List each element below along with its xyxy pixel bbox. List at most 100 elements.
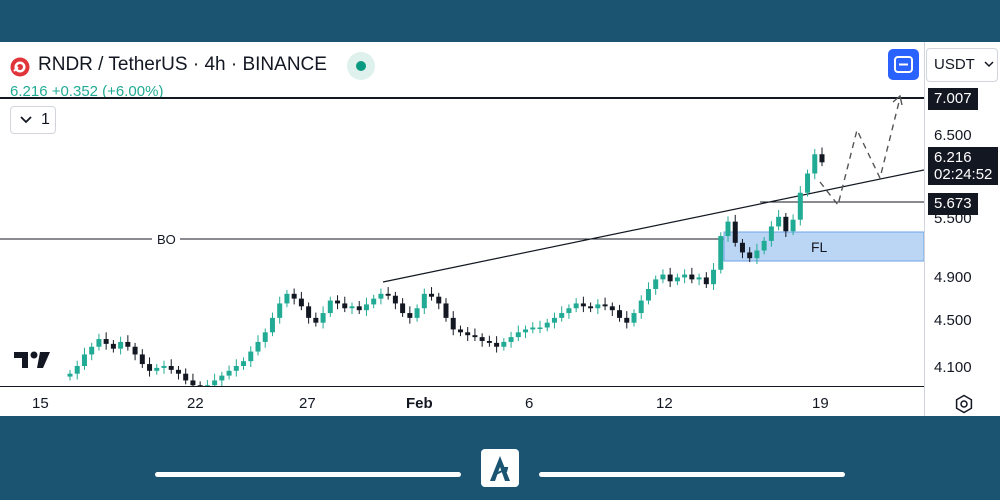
candle-body — [226, 370, 232, 376]
price-label-5: 4.100 — [934, 359, 972, 376]
trendline — [382, 169, 924, 283]
candle-body — [747, 252, 753, 259]
candle-body — [508, 337, 514, 342]
candle-body — [67, 373, 73, 377]
bo-label-bg — [152, 230, 180, 248]
price-label-3: 4.900 — [934, 269, 972, 286]
candle-body — [291, 293, 297, 299]
target-price-tag: 7.007 — [928, 88, 978, 110]
candle-body — [233, 366, 239, 371]
candle-body — [421, 293, 427, 309]
candle-body — [689, 274, 695, 280]
candle-body — [429, 293, 435, 297]
candle-body — [617, 310, 623, 318]
candle-body — [371, 298, 377, 305]
time-label-2: 22 — [187, 395, 204, 412]
candle-body — [320, 313, 326, 323]
candle-body — [703, 277, 709, 285]
candle-body — [139, 354, 145, 365]
candle-body — [739, 242, 745, 253]
candle-body — [110, 343, 116, 349]
candle-body — [96, 339, 102, 347]
candle-body — [530, 327, 536, 330]
candle-body — [819, 154, 825, 163]
candle-body — [313, 317, 319, 323]
candle-body — [653, 279, 659, 289]
candle-body — [790, 219, 796, 232]
candle-body — [754, 250, 760, 259]
candle-body — [168, 366, 174, 370]
candle-body — [805, 173, 811, 193]
rndr-logo-icon — [10, 57, 30, 77]
candle-body — [544, 322, 550, 328]
candle-body — [197, 385, 203, 386]
candle-body — [212, 380, 218, 386]
candle-body — [523, 329, 529, 333]
candle-body — [436, 296, 442, 304]
candle-body — [624, 317, 630, 323]
candle-body — [154, 367, 160, 371]
settings-gear-icon[interactable] — [954, 394, 974, 414]
candle-body — [588, 306, 594, 309]
candle-body — [696, 277, 702, 280]
candle-body — [501, 341, 507, 347]
candle-body — [125, 341, 131, 347]
currency-select[interactable]: USDT — [926, 48, 998, 82]
symbol-title[interactable]: RNDR / TetherUS · 4h · BINANCE — [38, 54, 327, 75]
last-price-tag: 6.216 02:24:52 — [928, 147, 999, 185]
candle-body — [219, 375, 225, 381]
time-label-7: 19 — [812, 395, 829, 412]
candle-body — [118, 341, 124, 349]
candle-body — [400, 303, 406, 314]
candle-body — [327, 300, 333, 314]
time-label-6: 12 — [656, 395, 673, 412]
price-axis-border — [924, 42, 925, 416]
candle-body — [812, 154, 818, 174]
bo-label: BO — [157, 232, 176, 247]
price-label-2: 5.500 — [934, 210, 972, 227]
candle-body — [414, 308, 420, 318]
candle-body — [776, 216, 782, 227]
candle-body — [711, 269, 717, 285]
support-price-tag: 5.673 — [928, 193, 978, 215]
app-logo-icon — [481, 449, 519, 487]
candle-body — [472, 335, 478, 338]
live-status-icon — [347, 52, 375, 80]
candle-body — [768, 226, 774, 241]
candle-body — [363, 304, 369, 311]
candle-body — [645, 289, 651, 301]
candle-body — [190, 380, 196, 386]
fullscreen-button[interactable] — [888, 49, 919, 80]
candle-body — [74, 366, 80, 374]
projection-path — [819, 97, 901, 207]
time-label-5: 6 — [525, 395, 534, 412]
candle-body — [349, 306, 355, 309]
interval-toggle-button[interactable]: 1 — [10, 106, 56, 134]
candle-body — [660, 274, 666, 280]
currency-value: USDT — [934, 56, 975, 73]
candle-body — [797, 192, 803, 220]
candle-body — [204, 385, 210, 386]
candle-body — [515, 332, 521, 338]
nav-bar-right — [539, 472, 845, 477]
candle-body — [682, 274, 688, 278]
candle-body — [262, 332, 268, 342]
candle-body — [342, 303, 348, 309]
chevron-down-icon — [20, 116, 32, 124]
time-axis-border — [0, 386, 924, 387]
candle-body — [595, 304, 601, 309]
candle-body — [298, 298, 304, 307]
candle-body — [132, 346, 138, 355]
candle-body — [609, 306, 615, 311]
candle-body — [450, 317, 456, 330]
chart-plot[interactable]: BO FL — [0, 42, 924, 386]
candle-body — [103, 339, 109, 344]
nav-bar-left — [155, 472, 461, 477]
candle-body — [783, 216, 789, 232]
candle-body — [718, 236, 724, 270]
chart-panel: RNDR / TetherUS · 4h · BINANCE 6.216 +0.… — [0, 42, 1000, 416]
candle-body — [566, 308, 572, 314]
time-label-4: Feb — [406, 395, 433, 412]
dropdown-arrow-icon — [984, 61, 994, 68]
candle-body — [443, 303, 449, 318]
